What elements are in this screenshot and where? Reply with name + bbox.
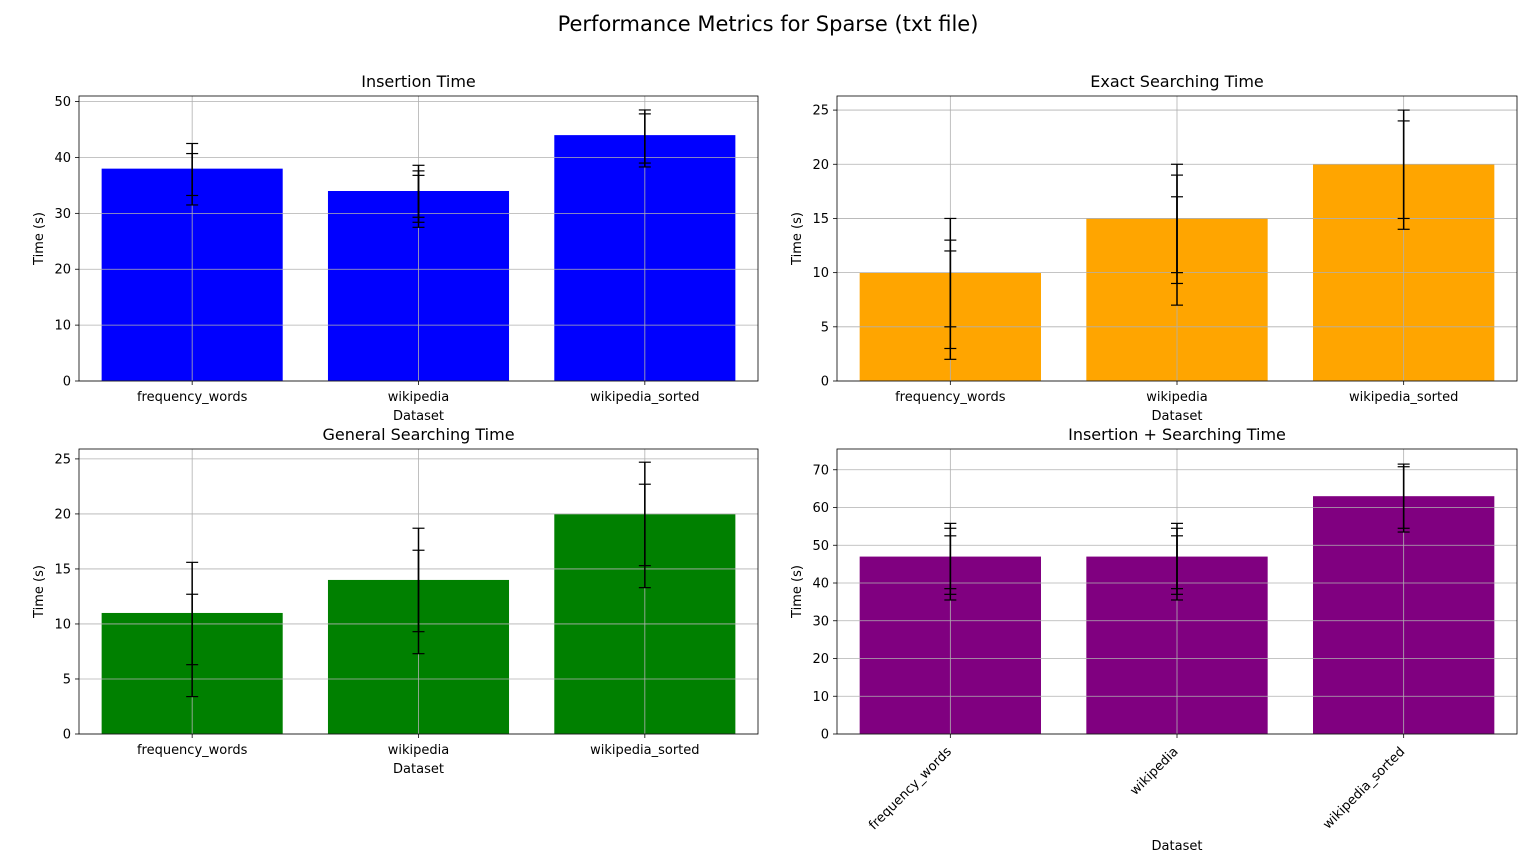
- y-tick-label: 10: [54, 617, 71, 632]
- x-axis-label: Dataset: [1152, 839, 1203, 850]
- y-tick-label: 20: [812, 158, 829, 173]
- chart-title: General Searching Time: [322, 425, 514, 444]
- x-tick-label: wikipedia_sorted: [590, 390, 699, 405]
- y-tick-label: 40: [812, 577, 829, 592]
- y-tick-label: 10: [812, 690, 829, 705]
- y-axis-label: Time (s): [32, 212, 47, 266]
- x-axis-label: Dataset: [1152, 409, 1203, 424]
- x-tick-label: frequency_words: [137, 390, 248, 405]
- y-tick-label: 60: [812, 501, 829, 516]
- x-tick-label: wikipedia: [388, 743, 449, 758]
- y-tick-label: 0: [63, 375, 71, 390]
- y-tick-label: 25: [54, 452, 71, 467]
- y-axis-label: Time (s): [790, 212, 805, 266]
- y-tick-label: 0: [821, 375, 829, 390]
- x-tick-label: frequency_words: [895, 390, 1006, 405]
- y-axis-label: Time (s): [790, 565, 805, 619]
- x-tick-label: frequency_words: [137, 743, 248, 758]
- x-tick-label: wikipedia_sorted: [1320, 744, 1408, 832]
- y-tick-label: 30: [812, 614, 829, 629]
- y-tick-label: 0: [63, 728, 71, 743]
- y-tick-label: 0: [821, 728, 829, 743]
- x-tick-label: frequency_words: [866, 744, 955, 833]
- y-tick-label: 25: [812, 104, 829, 119]
- x-axis-label: Dataset: [393, 409, 444, 424]
- y-tick-label: 20: [812, 652, 829, 667]
- x-tick-label: wikipedia_sorted: [590, 743, 699, 758]
- x-axis-label: Dataset: [393, 762, 444, 777]
- y-tick-label: 15: [54, 562, 71, 577]
- y-tick-label: 10: [54, 319, 71, 334]
- chart-title: Insertion + Searching Time: [1068, 425, 1286, 444]
- figure-title: Performance Metrics for Sparse (txt file…: [557, 12, 979, 36]
- y-tick-label: 20: [54, 263, 71, 278]
- chart-panel-2: 0 5 10 15 20 25 frequency_words wikipedia wikipe…: [790, 72, 1518, 424]
- chart-title: Exact Searching Time: [1090, 72, 1264, 91]
- chart-panel-3: 0 5 10 15 20 25 frequency_words wikipedia wikipe…: [32, 425, 759, 777]
- y-tick-label: 10: [812, 266, 829, 281]
- y-tick-label: 30: [54, 207, 71, 222]
- x-tick-label: wikipedia: [1146, 390, 1207, 405]
- y-tick-label: 5: [63, 672, 71, 687]
- x-tick-label: wikipedia_sorted: [1349, 390, 1458, 405]
- y-tick-label: 40: [54, 151, 71, 166]
- x-tick-label: wikipedia: [388, 390, 449, 405]
- y-tick-label: 50: [812, 539, 829, 554]
- x-tick-label: wikipedia: [1128, 744, 1182, 798]
- y-tick-label: 70: [812, 463, 829, 478]
- y-tick-label: 5: [821, 320, 829, 335]
- y-tick-label: 50: [54, 95, 71, 110]
- chart-panel-4: 0 10 20 30 40 50 60 70 frequency_words wikipedia w…: [790, 425, 1518, 850]
- chart-title: Insertion Time: [361, 72, 476, 91]
- chart-panel-1: 0 10 20 30 40 50 frequency_words wikipedia wikip…: [32, 72, 759, 424]
- y-tick-label: 15: [812, 212, 829, 227]
- y-tick-label: 20: [54, 507, 71, 522]
- y-axis-label: Time (s): [32, 565, 47, 619]
